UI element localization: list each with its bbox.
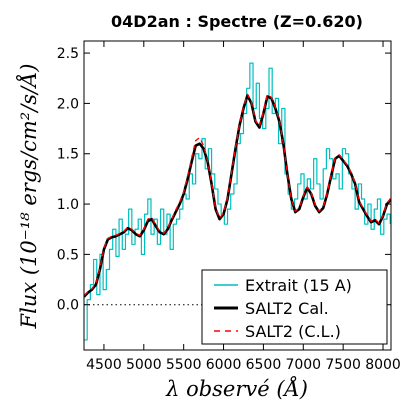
series-line-3: [84, 93, 391, 297]
legend: Extrait (15 A) SALT2 Cal. SALT2 (C.L.): [201, 269, 388, 345]
y-axis-label: Flux (10⁻¹⁸ ergs/cm²/s/Å): [16, 64, 41, 330]
y-tick-label: 0.5: [57, 247, 79, 263]
series-layer: [84, 62, 391, 341]
chart-title: 04D2an : Spectre (Z=0.620): [111, 12, 363, 31]
x-tick-label: 6000: [206, 357, 242, 373]
y-tick-label: 2.5: [57, 46, 79, 62]
x-tick-label: 5500: [166, 357, 202, 373]
x-tick-label: 5000: [126, 357, 162, 373]
legend-label-3: SALT2 (C.L.): [245, 322, 341, 341]
x-tick-label: 7500: [325, 357, 361, 373]
y-tick-label: 0.0: [57, 298, 79, 314]
x-tick-label: 6500: [246, 357, 282, 373]
legend-label-2: SALT2 Cal.: [245, 299, 329, 318]
y-tick-label: 1.5: [57, 147, 79, 163]
axis-ticks: [84, 41, 391, 350]
x-tick-label: 4500: [86, 357, 122, 373]
x-tick-label: 8000: [365, 357, 400, 373]
plot-frame: [83, 40, 392, 351]
x-axis-label: λ observé (Å): [165, 376, 308, 400]
x-tick-label: 7000: [285, 357, 321, 373]
legend-label-1: Extrait (15 A): [245, 276, 352, 295]
series-line-2: [84, 94, 391, 298]
y-tick-label: 2.0: [57, 96, 79, 112]
y-tick-label: 1.0: [57, 197, 79, 213]
x-tick-labels: 4500 5000 5500 6000 6500 7000 7500 8000: [86, 357, 400, 373]
y-tick-labels: 0.0 0.5 1.0 1.5 2.0 2.5: [57, 46, 79, 314]
